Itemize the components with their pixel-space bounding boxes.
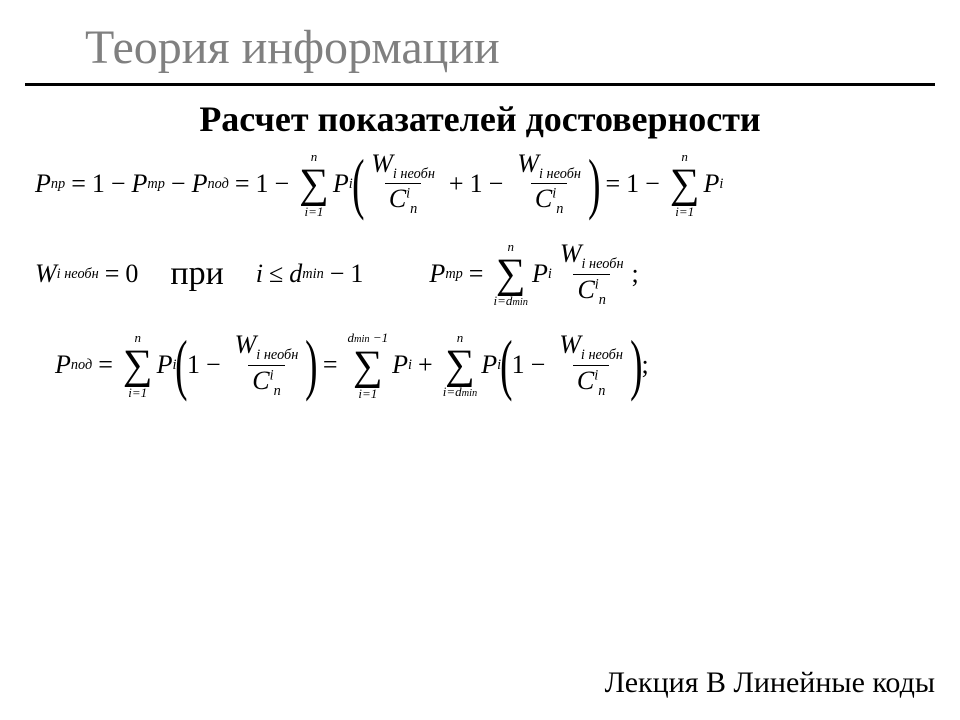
slide: Теория информации Расчет показателей дос…: [0, 0, 960, 720]
var-P: P: [35, 171, 51, 197]
title-rule: [25, 83, 935, 86]
footer-text: Лекция В Линейные коды: [605, 666, 935, 700]
equation-3: Pпод = n ∑ i=1 Pi ( 1 − Wi необн Cin ) =…: [55, 331, 925, 400]
equation-1: Pnp = 1 − Pmp − Pпод = 1 − n ∑ i=1 Pi ( …: [35, 150, 925, 218]
subtitle: Расчет показателей достоверности: [25, 98, 935, 140]
sigma-icon: n ∑ i=1: [299, 150, 329, 218]
page-title: Теория информации: [25, 20, 935, 75]
equation-2: Wi необн = 0 при i ≤ dmin − 1 Pmp = n ∑ …: [35, 240, 925, 309]
text-pri: при: [170, 257, 223, 291]
equations: Pnp = 1 − Pmp − Pпод = 1 − n ∑ i=1 Pi ( …: [25, 150, 935, 400]
fraction: Wi необн Cin: [367, 150, 439, 217]
